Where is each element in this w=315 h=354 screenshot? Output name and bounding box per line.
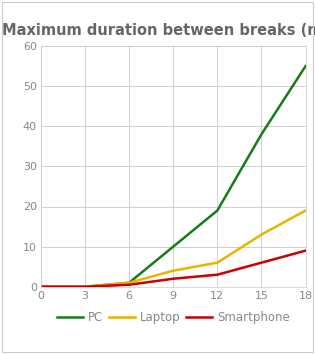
PC xyxy=(127,281,131,285)
Laptop xyxy=(83,285,87,289)
Smartphone xyxy=(260,261,263,265)
Laptop xyxy=(304,209,307,213)
Laptop xyxy=(171,269,175,273)
Laptop xyxy=(260,233,263,237)
PC xyxy=(215,209,219,213)
PC xyxy=(39,285,43,289)
PC xyxy=(171,245,175,249)
Legend: PC, Laptop, Smartphone: PC, Laptop, Smartphone xyxy=(52,307,294,329)
PC xyxy=(83,285,87,289)
Laptop xyxy=(127,281,131,285)
Title: Maximum duration between breaks (min): Maximum duration between breaks (min) xyxy=(2,23,315,38)
Smartphone xyxy=(39,285,43,289)
Line: PC: PC xyxy=(41,66,306,287)
Laptop xyxy=(39,285,43,289)
Smartphone xyxy=(171,276,175,281)
Laptop xyxy=(215,261,219,265)
Line: Laptop: Laptop xyxy=(41,211,306,287)
PC xyxy=(260,132,263,136)
Smartphone xyxy=(83,285,87,289)
Smartphone xyxy=(304,249,307,253)
PC xyxy=(304,64,307,68)
Line: Smartphone: Smartphone xyxy=(41,251,306,287)
Smartphone xyxy=(215,273,219,277)
Smartphone xyxy=(127,282,131,287)
